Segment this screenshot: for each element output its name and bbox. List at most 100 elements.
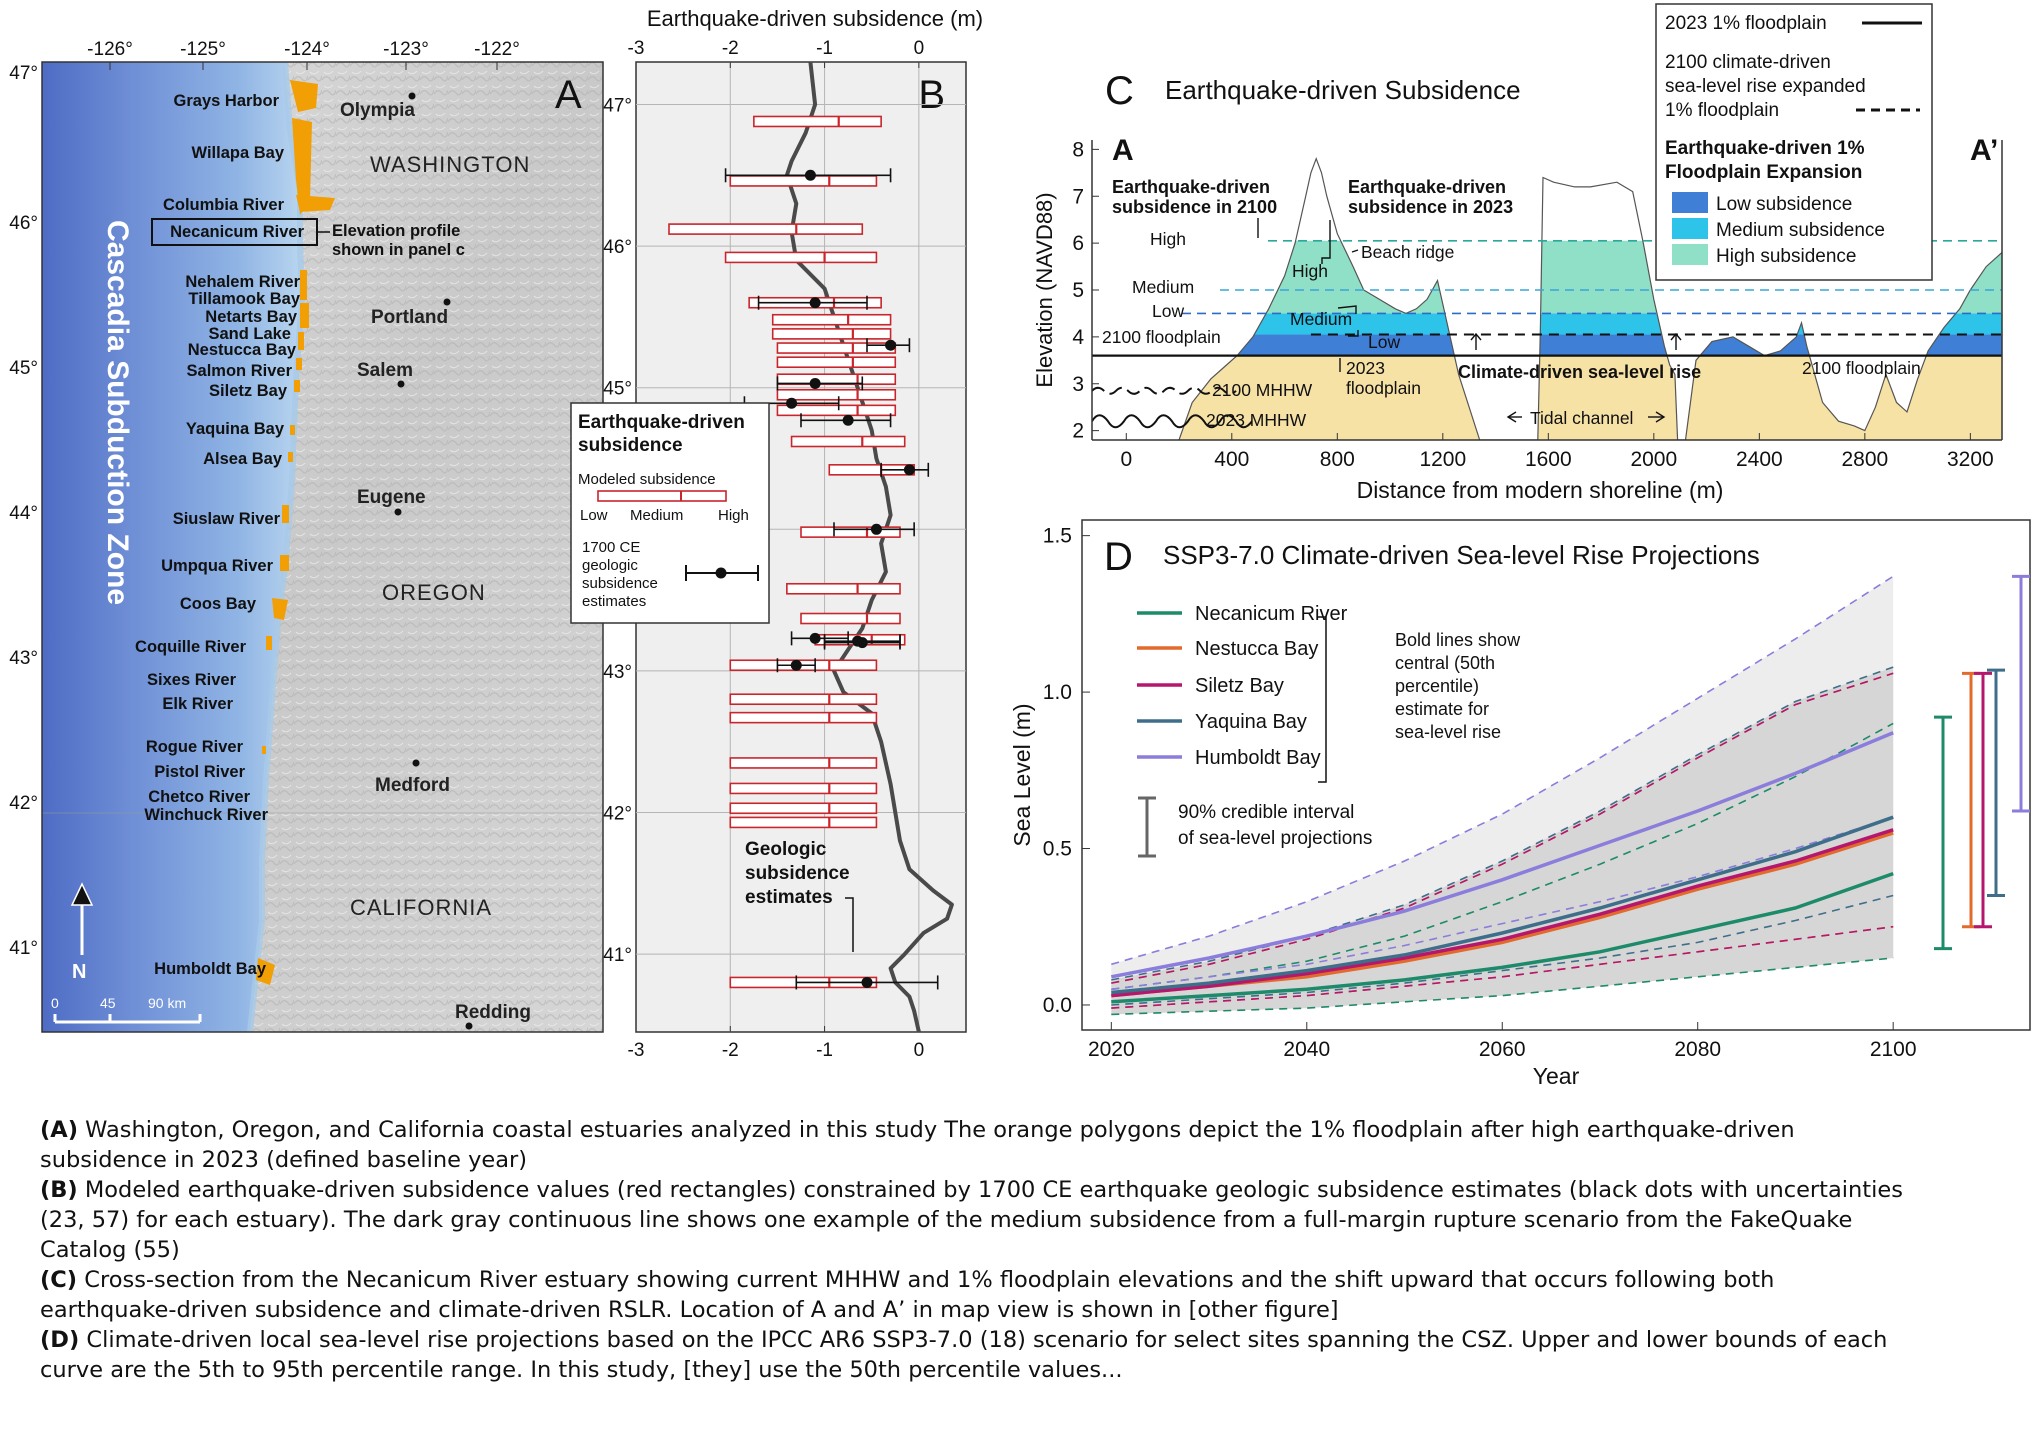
series-median-line xyxy=(1110,731,1894,979)
x-tick-top: 0 xyxy=(914,38,925,59)
legend-dot xyxy=(715,567,727,579)
floodplain-columbia xyxy=(296,195,335,212)
estimate-dot xyxy=(790,659,802,671)
c-y-tick: 6 xyxy=(1072,232,1084,255)
legend-item: sea-level rise expanded xyxy=(1665,76,1866,97)
caption-tag: (A) xyxy=(40,1117,78,1143)
x-tick-top: -1 xyxy=(816,38,833,59)
projection-inner-band xyxy=(1111,667,1894,1015)
estuary-label: Willapa Bay xyxy=(192,144,285,162)
ci-legend: 90% credible interval of sea-level proje… xyxy=(1138,796,1372,858)
c-y-tick: 5 xyxy=(1072,279,1084,302)
legend-note: Bold lines show central (50th percentile… xyxy=(1395,630,1521,742)
legend-bracket xyxy=(1318,616,1327,783)
lat-tick: 43° xyxy=(9,648,38,669)
caption-c: (C) Cross-section from the Necanicum Riv… xyxy=(40,1265,2000,1325)
legend-medium: Medium xyxy=(630,507,683,524)
lat-tick: 41° xyxy=(9,938,38,959)
estuary-label: Tillamook Bay xyxy=(188,290,300,308)
panel-c-ylabel: Elevation (NAVD88) xyxy=(1032,192,1057,387)
subsidence-bar xyxy=(729,693,878,706)
legend-note-line: sea-level rise xyxy=(1395,722,1501,742)
x-tick-top: -2 xyxy=(722,38,739,59)
annotation-text: estimates xyxy=(745,887,833,908)
panel-b-legend: Earthquake-driven subsidence Modeled sub… xyxy=(570,402,770,624)
estuary-label: Nestucca Bay xyxy=(188,341,297,359)
city-label: Medford xyxy=(375,775,450,796)
legend-high: High xyxy=(718,507,749,524)
legend-swatch-low xyxy=(1672,192,1708,213)
lat-tick: 41° xyxy=(603,945,632,966)
state-label: OREGON xyxy=(382,580,486,605)
legend-label: Siletz Bay xyxy=(1195,675,1284,697)
d-x-tick: 2020 xyxy=(1088,1038,1135,1061)
d-x-tick: 2080 xyxy=(1674,1038,1721,1061)
legend-modeled-bar xyxy=(597,490,727,502)
panel-a-letter: A xyxy=(555,73,582,117)
series-p95-line xyxy=(1111,722,1894,991)
x-tick-bottom: -2 xyxy=(722,1040,739,1061)
legend-label: Necanicum River xyxy=(1195,603,1348,625)
lat-tick: 42° xyxy=(603,804,632,825)
estuary-label: Yaquina Bay xyxy=(186,420,285,438)
city-label: Eugene xyxy=(357,487,426,508)
legend-item: 2023 1% floodplain xyxy=(1665,13,1827,34)
geologic-annotation: Geologic subsidence estimates xyxy=(745,839,854,952)
floodplain-coos xyxy=(272,598,288,620)
band-label-low: Low xyxy=(1368,332,1400,352)
floodplain-siuslaw xyxy=(282,505,289,523)
subsidence-2100-label: Earthquake-driven xyxy=(1112,177,1270,197)
subsidence-bar xyxy=(729,757,878,769)
mhhw-2100-label: 2100 MHHW xyxy=(1212,380,1313,400)
panel-c-letter: C xyxy=(1105,69,1134,113)
north-arrow: N xyxy=(70,882,94,983)
series-p95-line xyxy=(1111,672,1894,984)
c-x-tick: 400 xyxy=(1214,448,1249,471)
subsidence-2023-label: Earthquake-driven xyxy=(1348,177,1506,197)
series-p95-line xyxy=(1111,666,1894,981)
scale-bar: 0 45 90 km xyxy=(51,995,202,1024)
c-x-tick: 1600 xyxy=(1525,448,1572,471)
caption-text: subsidence in 2023 (defined baseline yea… xyxy=(40,1147,528,1173)
caption-a: (A) Washington, Oregon, and California c… xyxy=(40,1115,2000,1175)
estimate-dot xyxy=(809,377,821,389)
estuary-label: Salmon River xyxy=(187,362,293,380)
legend-item: Medium subsidence xyxy=(1716,220,1885,241)
legend-note-line: central (50th xyxy=(1395,653,1495,673)
cascadia-zone-label: Cascadia Subduction Zone xyxy=(101,220,134,605)
legend-note-line: Bold lines show xyxy=(1395,630,1521,650)
ci-label: 90% credible interval xyxy=(1178,802,1354,823)
estuary-label: Columbia River xyxy=(163,196,285,214)
d-y-tick: 1.0 xyxy=(1043,681,1072,704)
estimate-dot xyxy=(861,976,873,988)
panel-b-subsidence: Earthquake-driven subsidence (m) B 47° 46… xyxy=(570,6,983,1061)
band-medium xyxy=(1179,313,2002,335)
series-median-line xyxy=(1111,815,1894,995)
estimate-dot xyxy=(903,464,915,476)
level-label-2100-floodplain: 2100 floodplain xyxy=(1102,327,1221,347)
series-p05-line xyxy=(1111,925,1894,1009)
c-x-tick: 0 xyxy=(1120,448,1132,471)
city-label: Salem xyxy=(357,360,413,381)
legend-geo: estimates xyxy=(582,593,646,610)
estuary-label: Necanicum River xyxy=(170,223,304,241)
profile-note: Elevation profile xyxy=(332,222,460,240)
beach-ridge-label: Beach ridge xyxy=(1361,242,1454,262)
subsidence-bar xyxy=(771,328,892,340)
legend-box xyxy=(570,402,770,624)
legend-item: High subsidence xyxy=(1716,246,1856,267)
scale-label: 45 xyxy=(100,995,116,1011)
floodplain-umpqua xyxy=(280,555,289,571)
subsidence-bar xyxy=(724,251,878,264)
subsidence-bar xyxy=(729,711,878,724)
subsidence-labels: Earthquake-driven subsidence in 2100 Ear… xyxy=(1112,177,1701,382)
scale-label: 90 km xyxy=(148,995,186,1011)
caption-text: Climate-driven local sea-level rise proj… xyxy=(79,1327,1888,1353)
floodplain-siletz xyxy=(294,380,300,392)
subsidence-bar xyxy=(786,582,901,595)
lon-tick: -123° xyxy=(383,39,429,60)
annotation-text: Geologic xyxy=(745,839,827,860)
subsidence-bar xyxy=(776,404,897,417)
lon-tick: -124° xyxy=(284,39,330,60)
map-longitude-ticks: -126° -125° -124° -123° -122° xyxy=(87,39,520,60)
